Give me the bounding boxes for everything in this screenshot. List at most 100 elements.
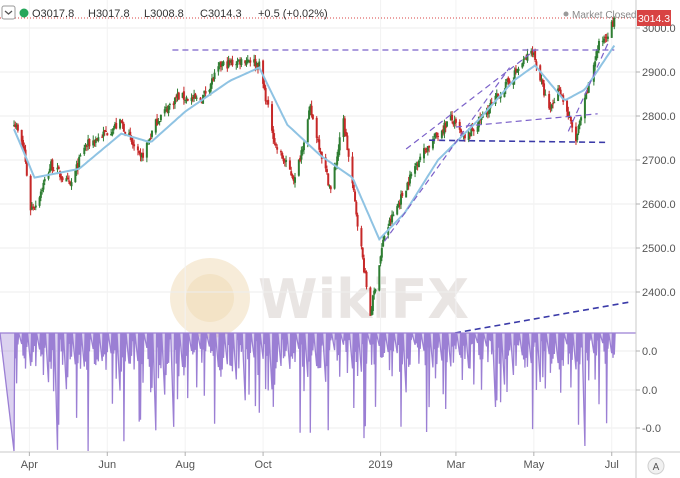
candle-body [325, 169, 328, 173]
candle-body [610, 21, 613, 38]
candle-body [329, 186, 332, 190]
candle-body [416, 165, 419, 167]
candle-body [50, 161, 53, 171]
candle-body [131, 141, 134, 146]
candle-body [397, 203, 400, 208]
candle-body [106, 133, 109, 136]
candle-body [580, 117, 583, 121]
candle-body [613, 17, 616, 27]
candle-body [315, 117, 318, 138]
candle-body [605, 37, 608, 39]
candle-body [94, 139, 97, 143]
candle-body [67, 180, 70, 182]
candle-body [485, 111, 488, 115]
candle-body [378, 265, 381, 291]
candle-body [61, 177, 64, 181]
candle-body [228, 60, 231, 63]
candle-body [124, 132, 127, 135]
candle-body [227, 60, 230, 68]
candle-body [571, 120, 574, 128]
candle-body [59, 170, 62, 178]
auto-scale-button[interactable]: A [647, 457, 665, 475]
chevron-down-icon [4, 10, 13, 15]
candle-body [333, 167, 336, 189]
candle-body [182, 91, 185, 100]
candle-body [38, 197, 41, 206]
candle-body [503, 90, 506, 98]
candle-body [557, 88, 560, 101]
candle-body [521, 63, 524, 68]
candle-body [451, 114, 454, 121]
candle-body [115, 123, 118, 129]
candle-body [122, 123, 125, 132]
price-tick-label: 2800.0 [642, 111, 676, 123]
candle-body [93, 140, 96, 144]
candle-body [380, 247, 383, 258]
candle-body [336, 156, 339, 165]
candle-body [42, 182, 45, 190]
candle-body [604, 37, 607, 39]
candle-body [70, 182, 73, 187]
candle-body [540, 79, 543, 81]
open-value: O3017.8 [32, 8, 74, 20]
time-tick-label: 2019 [368, 459, 392, 471]
candle-body [360, 228, 363, 247]
candle-body [583, 97, 586, 119]
candle-body [415, 163, 418, 166]
candle-body [194, 93, 197, 99]
candle-body [191, 96, 194, 100]
last-price-tag-label: 3014.3 [638, 13, 670, 25]
candle-body [136, 146, 139, 151]
candle-body [103, 130, 106, 132]
candle-body [101, 136, 104, 138]
auto-scale-label[interactable]: A [653, 462, 660, 473]
candle-body [476, 126, 479, 132]
candle-body [425, 151, 428, 153]
candle-body [408, 174, 411, 184]
candle-body [434, 132, 437, 138]
time-tick-label: Jul [605, 459, 619, 471]
candle-body [195, 97, 198, 99]
candle-body [283, 161, 286, 163]
candle-body [292, 177, 295, 182]
candle-body [396, 206, 399, 215]
candle-body [486, 109, 489, 115]
candle-body [291, 174, 294, 178]
candle-body [319, 151, 322, 153]
candle-body [112, 128, 115, 131]
candle-body [150, 130, 153, 137]
candle-body [119, 119, 122, 129]
auto-scale-circle-icon[interactable] [647, 457, 665, 475]
candle-body [346, 135, 349, 151]
candle-body [239, 60, 242, 65]
candle-body [351, 156, 354, 184]
candle-body [320, 151, 323, 159]
candle-body [347, 148, 350, 157]
gridlines [0, 0, 636, 452]
candle-body [240, 59, 243, 65]
time-tick-label: Aug [175, 459, 195, 471]
price-axis-ticks: 3000.02900.02800.02700.02600.02500.02400… [636, 23, 676, 299]
candle-body [544, 94, 547, 96]
candle-body [574, 126, 577, 142]
candle-body [148, 139, 151, 142]
candle-body [78, 156, 81, 169]
oscillator-axis-ticks: 0.0 0.0 -0.0 [636, 346, 661, 435]
candle-body [499, 95, 502, 99]
candle-body [514, 68, 517, 73]
market-status-dot-icon [563, 11, 569, 17]
candle-body [428, 145, 431, 148]
candle-body [74, 169, 77, 183]
candle-body [550, 104, 553, 109]
candle-body [199, 97, 202, 102]
collapse-toggle-icon[interactable] [1, 5, 16, 20]
candle-body [218, 63, 221, 66]
candle-body [388, 220, 391, 226]
candle-body [541, 79, 544, 85]
candle-body [23, 146, 26, 152]
price-tick-label: 2900.0 [642, 67, 676, 79]
candle-body [48, 168, 51, 173]
candle-body [468, 133, 471, 137]
candle-body [281, 152, 284, 159]
